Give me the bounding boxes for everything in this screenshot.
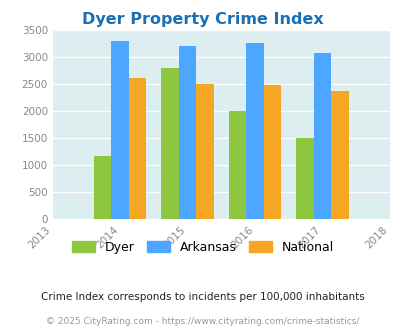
Text: Crime Index corresponds to incidents per 100,000 inhabitants: Crime Index corresponds to incidents per…	[41, 292, 364, 302]
Bar	[313, 53, 330, 219]
Bar	[295, 138, 313, 219]
Bar	[263, 85, 281, 219]
Bar	[129, 79, 146, 219]
Bar	[94, 156, 111, 219]
Text: Dyer Property Crime Index: Dyer Property Crime Index	[82, 12, 323, 26]
Bar	[330, 91, 348, 219]
Legend: Dyer, Arkansas, National: Dyer, Arkansas, National	[68, 237, 337, 258]
Bar	[228, 111, 245, 219]
Bar	[178, 46, 196, 219]
Bar	[196, 84, 213, 219]
Bar	[111, 41, 129, 219]
Bar	[161, 68, 178, 219]
Text: © 2025 CityRating.com - https://www.cityrating.com/crime-statistics/: © 2025 CityRating.com - https://www.city…	[46, 317, 359, 326]
Bar	[245, 43, 263, 219]
